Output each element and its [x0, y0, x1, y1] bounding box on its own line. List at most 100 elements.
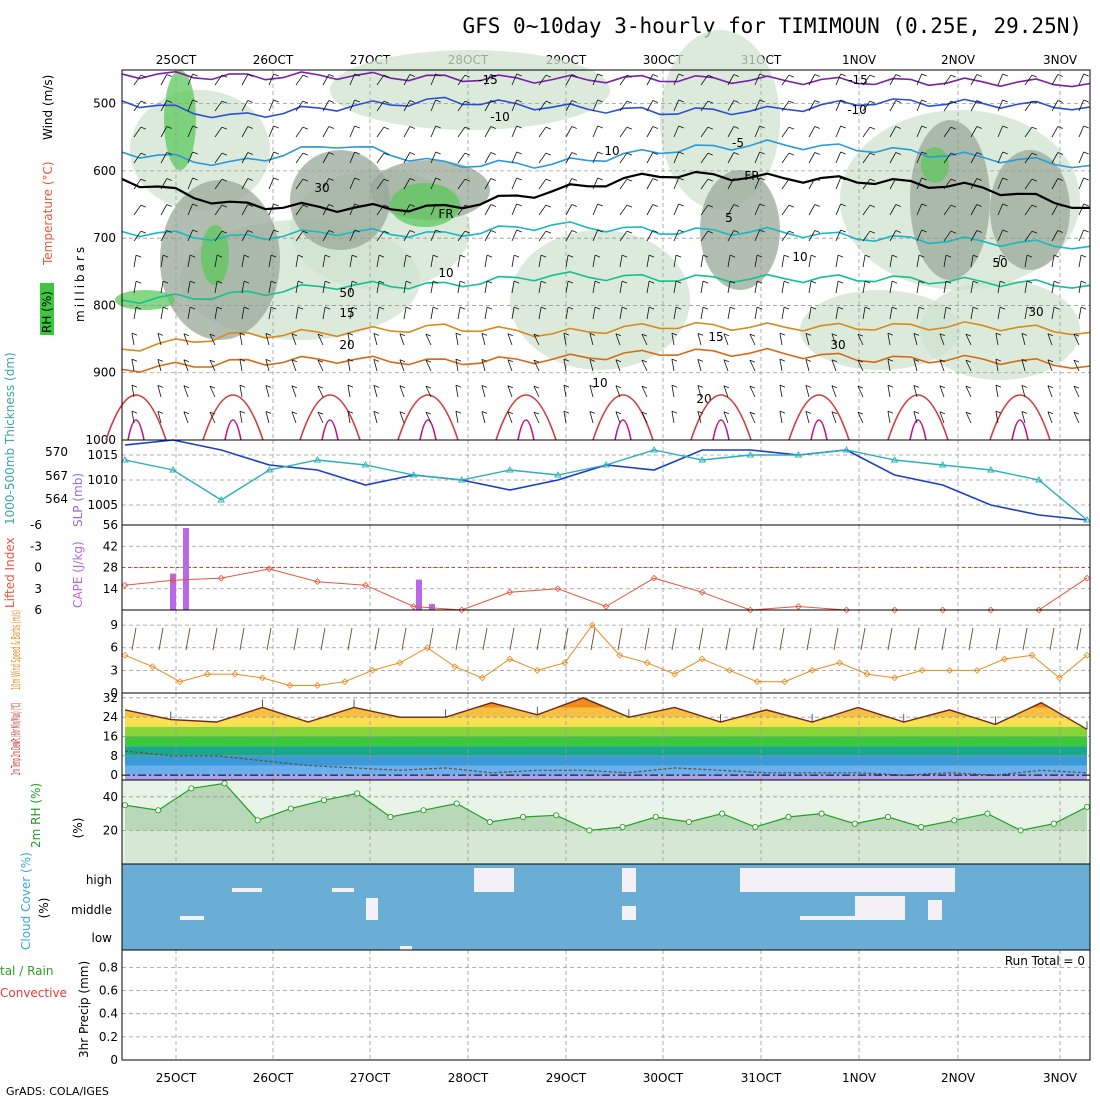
wind-barb	[916, 203, 923, 216]
wind-barb-flag	[435, 177, 441, 181]
wind-barb-flag	[490, 126, 496, 129]
wind-barb-flag	[140, 152, 147, 156]
wind10m-marker	[643, 659, 651, 667]
temp-tick: 16	[103, 730, 118, 744]
wind-barb-flag	[189, 254, 196, 258]
wind-barb-flag	[965, 359, 972, 363]
wind-barb-flag	[895, 152, 901, 155]
wind-barb	[295, 126, 304, 138]
wind-tick: 3	[110, 663, 118, 677]
wind-barb	[835, 203, 842, 216]
wind-barb	[455, 411, 459, 424]
wind-barb	[160, 307, 164, 320]
wind-barb-flag	[291, 411, 298, 415]
wind-barb-flag	[939, 411, 946, 415]
wind10m-marker	[973, 666, 981, 674]
wind-barb	[265, 333, 270, 346]
wind-barb-flag	[597, 203, 603, 207]
rh-low-band	[122, 830, 1090, 864]
wind-barb-flag	[383, 126, 390, 130]
temperature-contour	[121, 96, 1091, 119]
wind-barb	[268, 99, 275, 112]
wind-barb	[673, 307, 677, 320]
wind-barb	[889, 152, 897, 164]
wind-barb	[533, 333, 540, 346]
wind-barb	[376, 255, 380, 268]
wind-barb	[133, 204, 142, 216]
wind-barb	[209, 333, 216, 346]
slp-marker	[409, 471, 418, 478]
wind-barb	[1024, 281, 1028, 294]
contour-label: -10	[490, 110, 510, 124]
wind-barb	[373, 411, 378, 424]
wind-barb	[997, 307, 1001, 320]
cape-tick: 14	[103, 582, 118, 596]
wind-barb	[754, 229, 761, 242]
surface-temp-contour	[690, 394, 752, 441]
wind-barb-flag	[1002, 229, 1008, 233]
wind-barb	[997, 281, 1001, 294]
surface-temp-contour	[712, 419, 730, 441]
wind-barb-flag	[707, 204, 714, 208]
cape-bar	[183, 528, 189, 610]
cloud-label: Cloud Cover (%)	[19, 852, 33, 950]
wind-barb	[187, 99, 194, 112]
wind-barb	[481, 411, 486, 424]
wind-barb	[565, 74, 573, 86]
wind-barb	[754, 255, 758, 268]
lifted-index-marker	[554, 585, 562, 593]
wind-barb	[779, 385, 783, 398]
wind10m-marker	[726, 666, 734, 674]
wind-barb-flag	[221, 100, 228, 104]
slp-marker	[265, 466, 274, 473]
rh-marker	[1017, 827, 1024, 834]
wind-barb-flag	[652, 230, 658, 233]
wind-barb	[671, 359, 675, 372]
wind-barb	[322, 126, 330, 138]
wind-barb-flag	[247, 178, 253, 181]
bottom-date-label: 1NOV	[842, 1071, 877, 1085]
wind-barb	[507, 411, 513, 424]
wind-barb	[239, 359, 243, 372]
wind-barb-flag	[409, 152, 415, 155]
wind10m-marker	[314, 682, 321, 689]
clear-sky-patch	[932, 868, 942, 886]
wind-barb-flag	[324, 306, 331, 310]
wind-barb-flag	[918, 280, 925, 284]
wind-barb-flag	[921, 177, 927, 181]
wind-barb-flag	[840, 99, 846, 103]
wind10m-barb	[212, 627, 218, 651]
wind-barb-flag	[567, 306, 574, 310]
wind-barb-flag	[840, 125, 846, 129]
wind-barb	[1078, 151, 1085, 164]
wind-barb	[619, 152, 628, 164]
wind-barb	[481, 333, 486, 346]
wind-barb	[970, 255, 974, 268]
wind-barb	[943, 230, 952, 242]
wind-barb	[646, 152, 654, 164]
wind-barb	[322, 74, 330, 86]
wind-barb-flag	[192, 177, 198, 181]
wind-barb-flag	[976, 230, 982, 233]
wind-barb-flag	[918, 254, 925, 258]
wind10m-marker	[506, 655, 514, 663]
wind-barb-flag	[157, 333, 164, 336]
wind-barb	[565, 204, 573, 216]
wind-barb	[322, 100, 330, 112]
wind-barb-flag	[192, 151, 198, 155]
wind-barb-flag	[328, 230, 334, 233]
wind-barb	[1024, 230, 1033, 242]
wind-barb-flag	[533, 385, 540, 389]
wind-barb-flag	[837, 254, 844, 258]
slp-marker	[602, 461, 610, 468]
wind-barb-flag	[864, 306, 871, 310]
wind-barb-flag	[1083, 151, 1089, 155]
wind-barb-flag	[409, 100, 415, 103]
rh-tick: 40	[103, 790, 118, 804]
wind-barb	[376, 204, 385, 216]
wind-barb-flag	[399, 411, 406, 415]
slp-tick: 1015	[87, 448, 118, 462]
wind-barb	[157, 359, 162, 372]
cape-label: CAPE (J/kg)	[71, 541, 85, 608]
wind-barb-flag	[1080, 280, 1087, 284]
